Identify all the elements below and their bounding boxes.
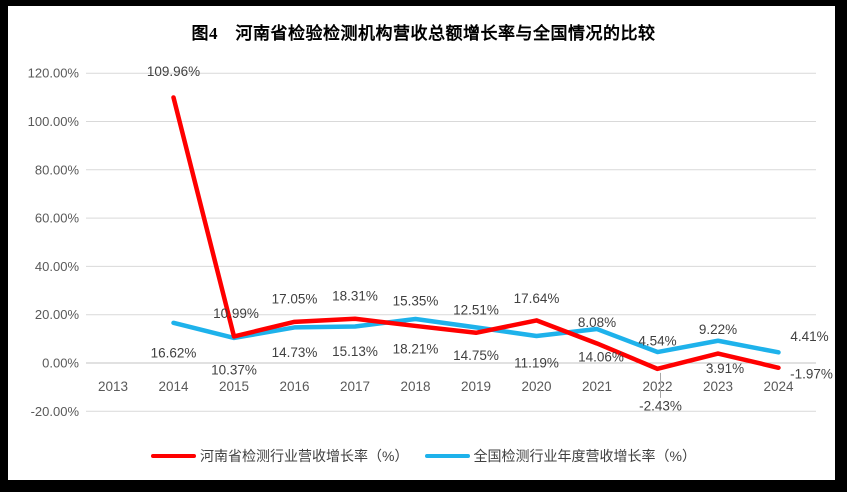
series-line-henan xyxy=(171,95,781,372)
data-label-national: 14.06% xyxy=(578,350,624,365)
y-axis-tick-label: 80.00% xyxy=(35,162,80,177)
x-axis-year-label: 2018 xyxy=(400,379,430,394)
x-axis-year-label: 2013 xyxy=(98,379,128,394)
y-axis-tick-label: 20.00% xyxy=(35,307,80,322)
x-axis-year-label: 2016 xyxy=(279,379,309,394)
y-axis-tick-label: 40.00% xyxy=(35,259,80,274)
x-axis-year-label: 2022 xyxy=(642,379,672,394)
x-axis-year-label: 2023 xyxy=(703,379,733,394)
data-label-henan: 15.35% xyxy=(393,293,439,308)
legend-label-national: 全国检测行业年度营收增长率（%） xyxy=(473,448,696,464)
x-axis-year-label: 2024 xyxy=(763,379,794,394)
data-label-national: 9.22% xyxy=(699,322,737,337)
data-label-henan: 17.05% xyxy=(272,291,318,306)
x-axis-year-label: 2014 xyxy=(158,379,189,394)
data-label-henan: 3.91% xyxy=(706,361,744,376)
y-axis-tick-label: 60.00% xyxy=(35,211,80,226)
y-axis-tick-label: 100.00% xyxy=(28,114,80,129)
series-line-national xyxy=(171,316,781,355)
chart-background-frame xyxy=(8,6,835,480)
red-line-swatch-icon xyxy=(151,453,197,459)
x-axis-year-label: 2021 xyxy=(582,379,612,394)
y-axis-tick-label: 120.00% xyxy=(28,66,80,81)
data-label-henan: -2.43% xyxy=(639,398,682,413)
data-label-national: 18.21% xyxy=(393,342,439,357)
data-label-national: 11.19% xyxy=(514,355,559,370)
x-axis-year-label: 2019 xyxy=(461,379,491,394)
data-label-henan: 10.99% xyxy=(213,306,259,321)
data-label-national: 14.73% xyxy=(272,345,318,360)
data-label-national: 4.54% xyxy=(638,334,676,349)
data-label-henan: 8.08% xyxy=(578,315,616,330)
x-axis-year-label: 2020 xyxy=(521,379,551,394)
x-axis-year-label: 2017 xyxy=(340,379,370,394)
legend-label-henan: 河南省检测行业营收增长率（%） xyxy=(200,448,409,464)
y-axis-tick-label: -20.00% xyxy=(31,404,80,419)
data-label-henan: 18.31% xyxy=(332,288,378,303)
data-label-national: 15.13% xyxy=(332,344,378,359)
chart-title: 图4 河南省检验检测机构营收总额增长率与全国情况的比较 xyxy=(191,24,656,43)
blue-line-swatch-icon xyxy=(424,453,470,459)
data-label-henan: 12.51% xyxy=(453,302,499,317)
data-label-henan: -1.97% xyxy=(790,366,833,381)
chart-legend: 河南省检测行业营收增长率（%） 全国检测行业年度营收增长率（%） xyxy=(0,444,847,468)
data-label-national: 14.75% xyxy=(453,348,499,363)
x-axis-year-label: 2015 xyxy=(219,379,249,394)
y-axis-tick-label: 0.00% xyxy=(42,356,79,371)
data-label-national: 4.41% xyxy=(790,329,828,344)
data-label-national: 10.37% xyxy=(211,362,257,377)
data-label-henan: 109.96% xyxy=(147,64,200,79)
data-label-henan: 17.64% xyxy=(514,291,560,306)
legend-item-national: 全国检测行业年度营收增长率（%） xyxy=(424,446,696,466)
data-label-national: 16.62% xyxy=(151,345,197,360)
legend-item-henan: 河南省检测行业营收增长率（%） xyxy=(151,446,409,466)
